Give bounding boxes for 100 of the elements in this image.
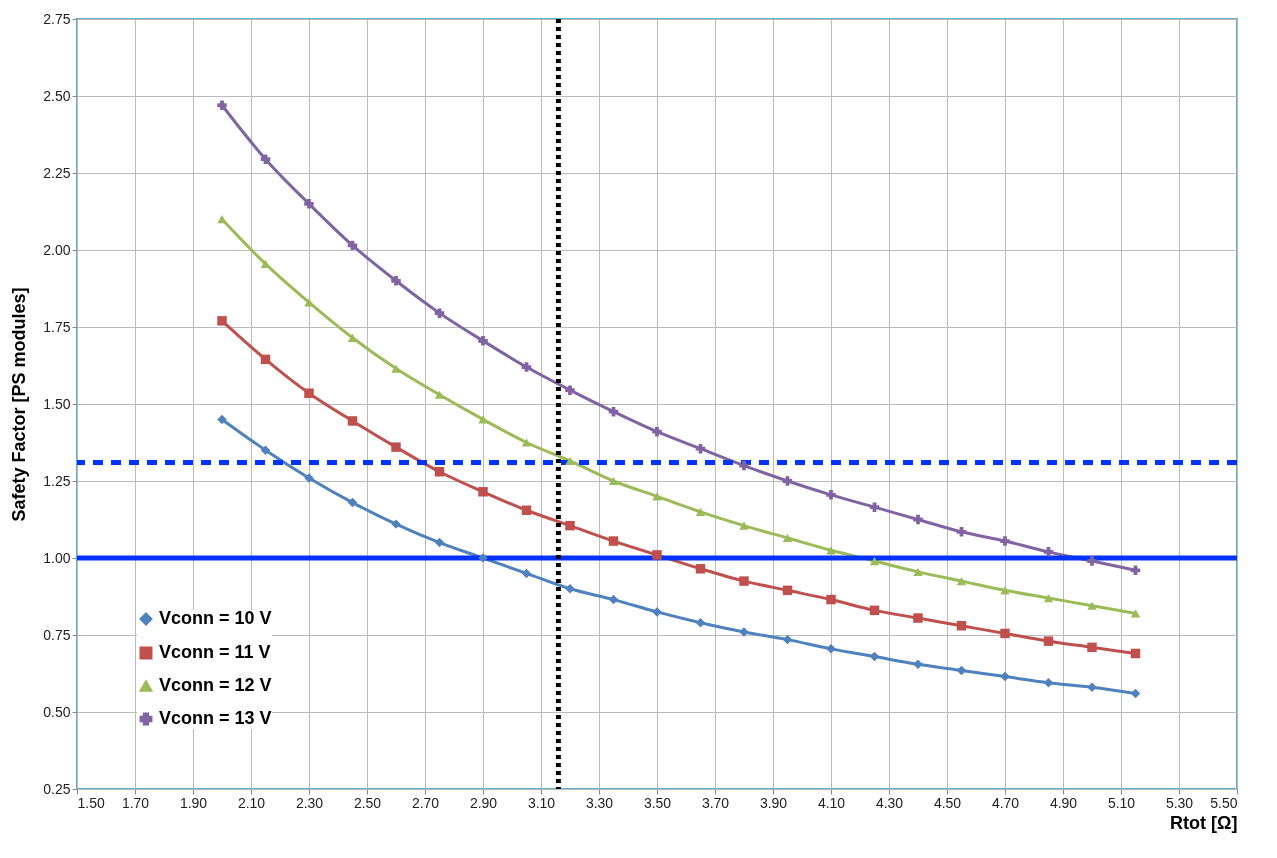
point <box>217 215 227 224</box>
legend-label: Vconn = 13 V <box>159 708 272 728</box>
legend-label: Vconn = 12 V <box>159 675 272 695</box>
point <box>695 617 706 628</box>
point <box>478 415 488 424</box>
point <box>869 651 880 662</box>
point <box>782 585 793 596</box>
x-tick-label: 5.10 <box>1107 794 1136 811</box>
x-tick-label: 1.70 <box>121 794 150 811</box>
point <box>434 467 445 477</box>
point <box>347 497 358 508</box>
x-tick-label: 2.70 <box>411 794 440 811</box>
x-tick-label: 2.30 <box>295 794 324 811</box>
x-tick-label: 2.50 <box>353 794 382 811</box>
point <box>1130 609 1141 618</box>
point <box>391 442 401 452</box>
x-tick-label: 3.50 <box>643 794 672 811</box>
x-tick-label: 1.90 <box>179 794 208 811</box>
legend-label: Vconn = 10 V <box>159 608 272 628</box>
point <box>1043 678 1054 688</box>
point <box>913 613 923 623</box>
point <box>869 556 880 566</box>
point <box>478 336 488 346</box>
point <box>1043 636 1054 646</box>
point <box>1087 642 1097 653</box>
point <box>434 308 445 318</box>
point <box>956 621 967 631</box>
x-tick-label: 1.50 <box>77 794 105 811</box>
x-tick-label: 5.50 <box>1210 794 1238 811</box>
y-tick-label: 2.75 <box>43 10 71 27</box>
y-tick-label: 2.50 <box>43 87 71 104</box>
x-tick-label: 5.30 <box>1165 794 1194 811</box>
point <box>260 445 271 455</box>
point <box>217 100 227 110</box>
x-tick-label: 3.70 <box>701 794 730 811</box>
point <box>521 362 532 372</box>
point <box>1000 536 1010 546</box>
point <box>826 490 836 500</box>
y-tick-label: 1.50 <box>43 395 71 412</box>
x-tick-label: 4.10 <box>817 794 846 811</box>
y-tick-label: 2.25 <box>43 164 71 181</box>
point <box>695 507 706 516</box>
y-tick-label: 2.00 <box>43 241 71 258</box>
point <box>782 634 793 645</box>
point <box>869 605 880 616</box>
point <box>1130 688 1141 699</box>
y-tick-label: 1.75 <box>43 318 71 335</box>
point <box>565 385 575 395</box>
point <box>739 460 749 471</box>
point <box>521 568 532 579</box>
point <box>391 364 401 373</box>
point <box>652 492 662 501</box>
point <box>608 536 619 546</box>
point <box>782 476 793 486</box>
x-tick-label: 2.10 <box>237 794 266 811</box>
x-tick-label: 3.30 <box>585 794 614 811</box>
y-tick-label: 0.25 <box>43 780 71 797</box>
point <box>478 487 488 497</box>
point <box>434 537 445 548</box>
point <box>260 354 271 365</box>
y-tick-label: 0.50 <box>43 703 71 720</box>
y-tick-label: 1.00 <box>43 549 71 566</box>
point <box>434 390 445 399</box>
point <box>1130 648 1141 659</box>
x-tick-label: 3.10 <box>527 794 556 811</box>
point <box>565 520 575 531</box>
point <box>304 199 314 209</box>
y-tick-label: 0.75 <box>43 626 71 643</box>
point <box>956 576 967 586</box>
point <box>217 414 227 425</box>
y-tick-label: 1.25 <box>43 472 71 489</box>
point <box>521 505 532 515</box>
y-axis-title: Safety Factor [PS modules] <box>9 287 30 522</box>
point <box>217 316 227 326</box>
point <box>391 276 401 286</box>
x-axis-title: Rtot [Ω] <box>1170 812 1238 833</box>
point <box>347 416 358 426</box>
point <box>782 533 793 543</box>
point <box>913 514 923 525</box>
point <box>739 521 749 530</box>
point <box>695 564 706 574</box>
point <box>260 154 271 164</box>
point <box>652 550 662 560</box>
point <box>739 576 749 586</box>
point <box>956 527 967 537</box>
point <box>565 456 575 466</box>
point <box>1087 601 1097 610</box>
point <box>869 502 880 512</box>
x-tick-label: 3.90 <box>759 794 788 811</box>
point <box>956 665 967 676</box>
x-tick-label: 2.90 <box>469 794 498 811</box>
point <box>304 388 314 398</box>
point <box>1043 547 1054 557</box>
point <box>1043 593 1054 603</box>
point <box>652 426 662 437</box>
point <box>1087 682 1097 693</box>
point <box>1000 628 1010 639</box>
x-tick-label: 4.30 <box>875 794 904 811</box>
legend-label: Vconn = 11 V <box>159 642 271 662</box>
x-tick-label: 4.70 <box>991 794 1020 811</box>
